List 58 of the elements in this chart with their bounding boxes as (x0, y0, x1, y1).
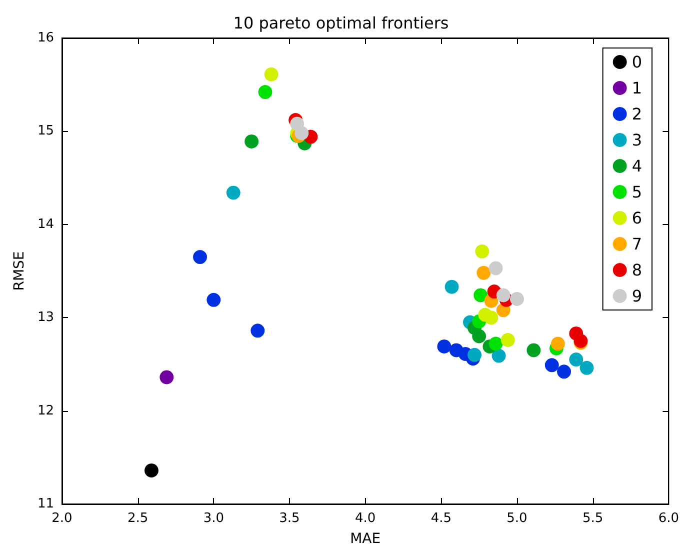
x-tick-label: 4.0 (354, 511, 376, 526)
point (294, 126, 309, 140)
point (492, 348, 506, 363)
y-tick-label: 12 (37, 403, 54, 418)
x-axis-title: MAE (350, 531, 381, 547)
point (496, 288, 510, 302)
chart-title: 10 pareto optimal frontiers (233, 14, 449, 32)
point (193, 250, 208, 264)
legend-label: 9 (632, 286, 642, 306)
legend-label: 4 (632, 156, 642, 176)
point (550, 336, 565, 351)
point (488, 336, 503, 351)
legend-label: 0 (632, 52, 642, 72)
y-axis-title: RMSE (12, 251, 28, 291)
point (437, 339, 452, 354)
point (526, 343, 541, 358)
point (472, 329, 486, 344)
point (244, 134, 259, 148)
point (475, 244, 490, 258)
point (500, 332, 515, 347)
point (444, 280, 459, 294)
y-tick-label: 13 (37, 310, 54, 326)
x-tick-label: 4.5 (430, 511, 452, 526)
legend-label: 5 (632, 182, 642, 202)
legend-label: 2 (632, 104, 642, 124)
point (468, 348, 482, 362)
point (474, 288, 488, 302)
point (488, 261, 503, 276)
y-tick-label: 16 (37, 30, 54, 46)
point (476, 266, 491, 280)
legend-label: 3 (632, 130, 642, 150)
point (484, 310, 498, 325)
x-tick-label: 2.0 (52, 511, 72, 526)
point (510, 292, 524, 306)
legend-label: 7 (632, 234, 642, 254)
x-tick-label: 5.5 (582, 511, 604, 526)
y-tick-label: 14 (37, 216, 54, 232)
point (206, 292, 221, 307)
y-tick-label: 11 (37, 496, 54, 512)
point (569, 352, 584, 367)
point (557, 364, 572, 379)
point (580, 360, 594, 375)
x-tick-label: 6.0 (658, 511, 680, 526)
x-tick-label: 5.0 (506, 511, 528, 526)
point (226, 186, 240, 200)
x-tick-label: 3.0 (203, 511, 224, 526)
legend-label: 8 (632, 260, 642, 280)
x-tick-label: 2.5 (127, 511, 148, 526)
point (144, 463, 158, 478)
point (160, 370, 174, 384)
x-tick-label: 3.5 (279, 511, 300, 526)
point (250, 324, 265, 338)
legend-label: 1 (632, 78, 642, 98)
point (544, 358, 559, 372)
point (258, 85, 272, 100)
legend-label: 6 (632, 208, 642, 228)
point (264, 67, 278, 82)
y-tick-label: 15 (37, 124, 54, 139)
